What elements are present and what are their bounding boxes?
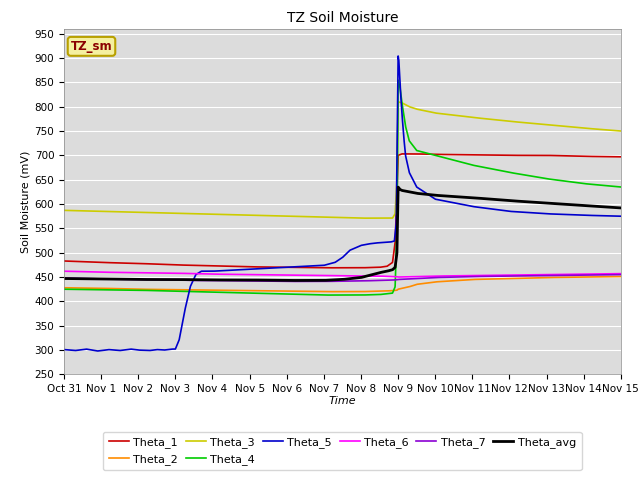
Theta_1 <box>476 152 483 158</box>
Theta_5 <box>394 53 402 59</box>
Line: Theta_6: Theta_6 <box>64 271 621 277</box>
Theta_6 <box>394 274 402 280</box>
Theta_2 <box>476 276 483 282</box>
Theta_1 <box>422 151 430 157</box>
Theta_6 <box>161 270 169 276</box>
Theta_2 <box>422 280 430 286</box>
Theta_3 <box>273 213 280 219</box>
Theta_avg <box>617 205 625 211</box>
Theta_3 <box>60 207 68 213</box>
Theta_5 <box>617 213 625 219</box>
Theta_4 <box>476 164 483 169</box>
Title: TZ Soil Moisture: TZ Soil Moisture <box>287 11 398 25</box>
Theta_6 <box>394 274 402 280</box>
Theta_6 <box>617 271 625 276</box>
Theta_4 <box>518 172 526 178</box>
Theta_2 <box>518 276 525 281</box>
Line: Theta_5: Theta_5 <box>64 56 621 351</box>
Theta_1 <box>161 262 169 267</box>
Theta_5 <box>476 204 483 210</box>
Theta_6 <box>60 268 68 274</box>
Text: TZ_sm: TZ_sm <box>70 40 112 53</box>
Theta_avg <box>273 277 280 283</box>
Theta_6 <box>518 272 525 278</box>
Theta_7 <box>283 278 291 284</box>
Theta_1 <box>617 154 625 160</box>
Theta_3 <box>476 115 483 121</box>
Theta_5 <box>60 347 68 352</box>
Theta_3 <box>357 215 365 221</box>
Theta_7 <box>476 274 483 279</box>
Line: Theta_3: Theta_3 <box>64 102 621 218</box>
Line: Theta_2: Theta_2 <box>64 276 621 292</box>
Y-axis label: Soil Moisture (mV): Soil Moisture (mV) <box>20 150 30 253</box>
Theta_4 <box>161 288 169 294</box>
Line: Theta_4: Theta_4 <box>64 80 621 295</box>
Theta_2 <box>273 288 280 294</box>
Theta_2 <box>320 289 328 295</box>
Theta_5 <box>422 191 430 196</box>
Theta_7 <box>161 277 169 283</box>
Theta_7 <box>273 278 280 284</box>
Theta_5 <box>273 265 281 271</box>
Theta_5 <box>93 348 101 354</box>
Theta_6 <box>422 274 430 279</box>
Theta_avg <box>394 187 402 192</box>
Theta_3 <box>617 128 625 134</box>
Theta_1 <box>60 258 68 264</box>
Theta_4 <box>394 83 402 89</box>
Theta_5 <box>161 347 169 353</box>
Theta_5 <box>518 209 526 215</box>
Theta_3 <box>518 120 526 125</box>
Theta_3 <box>422 108 430 114</box>
Theta_1 <box>398 151 406 157</box>
Theta_7 <box>617 272 625 277</box>
Theta_6 <box>273 272 280 278</box>
Theta_7 <box>422 275 430 281</box>
Theta_5 <box>394 57 402 62</box>
Theta_4 <box>60 287 68 292</box>
Theta_1 <box>320 265 328 271</box>
Theta_3 <box>394 99 402 105</box>
Theta_1 <box>273 264 280 270</box>
Theta_avg <box>518 199 526 204</box>
Theta_7 <box>518 273 525 279</box>
Theta_4 <box>273 291 280 297</box>
Line: Theta_1: Theta_1 <box>64 154 621 268</box>
Theta_6 <box>476 273 483 278</box>
Theta_4 <box>320 292 328 298</box>
Theta_4 <box>422 150 430 156</box>
Theta_avg <box>422 192 430 197</box>
Theta_avg <box>161 276 169 282</box>
Theta_3 <box>394 102 402 108</box>
Theta_2 <box>617 274 625 279</box>
Theta_2 <box>394 287 402 292</box>
Theta_3 <box>161 210 169 216</box>
Theta_2 <box>60 285 68 290</box>
Theta_avg <box>60 276 68 281</box>
Theta_2 <box>161 287 169 292</box>
Theta_4 <box>394 77 402 83</box>
Line: Theta_avg: Theta_avg <box>64 187 621 280</box>
X-axis label: Time: Time <box>328 396 356 406</box>
Theta_4 <box>617 184 625 190</box>
Line: Theta_7: Theta_7 <box>64 275 621 281</box>
Legend: Theta_1, Theta_2, Theta_3, Theta_4, Theta_5, Theta_6, Theta_7, Theta_avg: Theta_1, Theta_2, Theta_3, Theta_4, Thet… <box>103 432 582 470</box>
Theta_1 <box>394 154 402 160</box>
Theta_avg <box>283 277 291 283</box>
Theta_avg <box>394 184 402 190</box>
Theta_7 <box>60 275 68 281</box>
Theta_avg <box>476 195 483 201</box>
Theta_1 <box>518 153 526 158</box>
Theta_7 <box>394 276 402 282</box>
